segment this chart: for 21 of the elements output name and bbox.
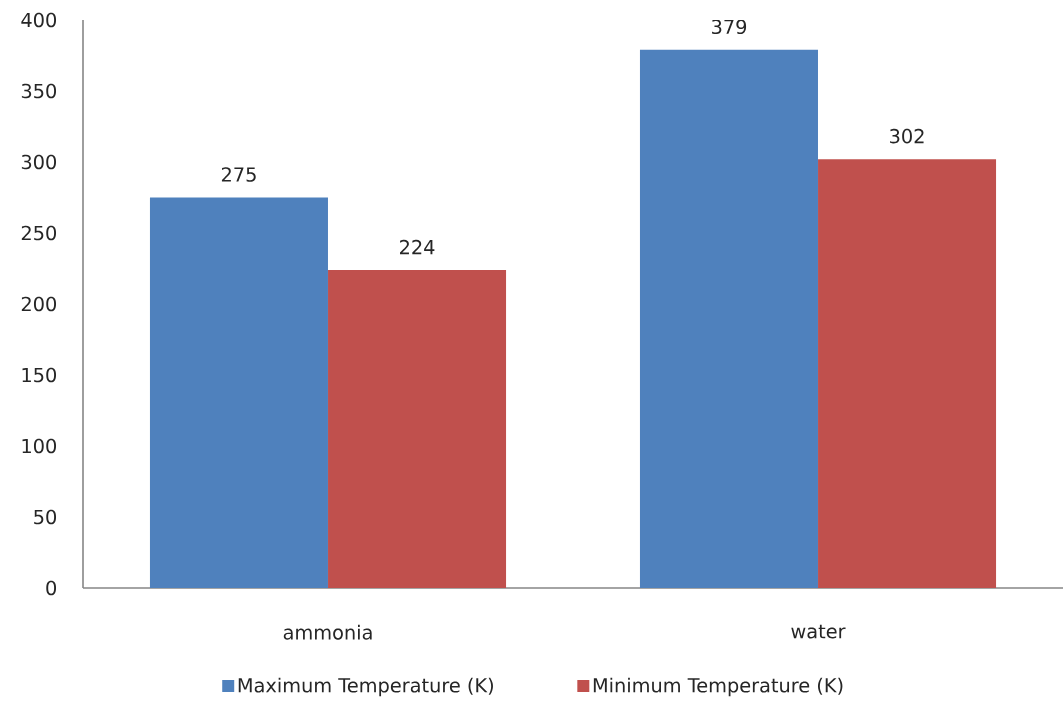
y-tick-label: 200 [21, 296, 57, 312]
data-label: 224 [400, 239, 435, 255]
legend-label: Minimum Temperature (K) [593, 677, 843, 697]
bar [328, 269, 507, 588]
data-label: 379 [712, 19, 747, 35]
bar [818, 159, 997, 588]
data-label: 275 [221, 167, 256, 182]
data-label: 302 [890, 128, 924, 144]
x-tick-label: water [791, 624, 846, 639]
y-tick-label: 250 [21, 225, 57, 241]
bar [639, 49, 818, 588]
y-tick-label: 150 [22, 367, 57, 383]
y-tick-label: 50 [34, 509, 57, 525]
y-tick-label: 350 [21, 83, 57, 99]
y-tick-label: 300 [21, 154, 57, 170]
y-tick-label: 400 [21, 12, 57, 28]
legend-label: Maximum Temperature (K) [238, 677, 493, 697]
bar [149, 197, 328, 588]
y-tick-label: 0 [46, 580, 57, 596]
x-tick-label: ammonia [283, 624, 372, 640]
y-tick-label: 100 [22, 438, 57, 454]
